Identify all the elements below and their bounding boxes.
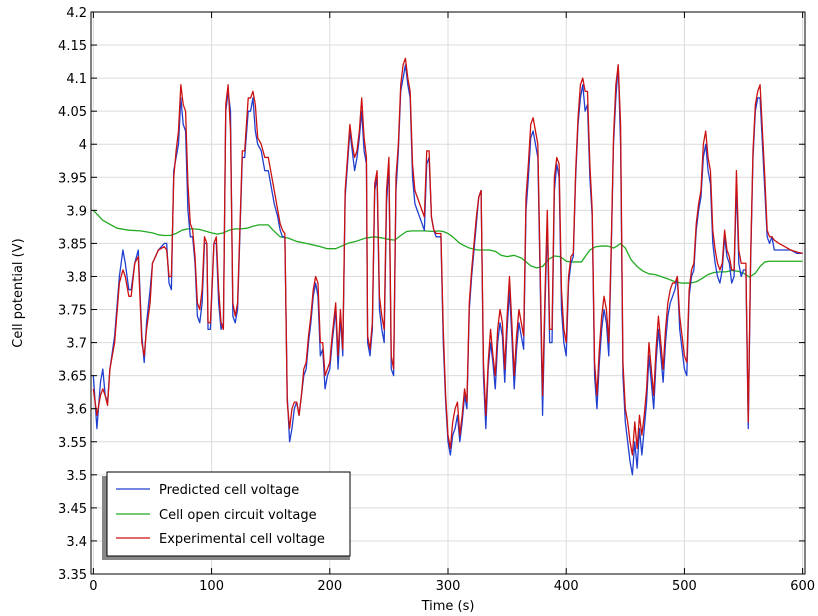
legend-label-ocv: Cell open circuit voltage xyxy=(159,508,317,523)
legend-label-experimental: Experimental cell voltage xyxy=(159,532,325,547)
y-tick-label: 4.2 xyxy=(66,6,87,21)
y-tick-label: 4.15 xyxy=(58,39,87,54)
y-tick-label: 3.95 xyxy=(58,171,87,186)
y-tick-label: 3.35 xyxy=(58,568,87,583)
y-tick-label: 3.45 xyxy=(58,502,87,517)
x-tick-label: 500 xyxy=(672,579,697,594)
y-tick-label: 3.8 xyxy=(66,270,87,285)
y-tick-label: 4.05 xyxy=(58,105,87,120)
y-tick-label: 3.75 xyxy=(58,304,87,319)
legend: Predicted cell voltage Cell open circuit… xyxy=(102,472,350,560)
x-tick-label: 600 xyxy=(790,579,815,594)
y-tick-label: 3.85 xyxy=(58,237,87,252)
x-tick-label: 0 xyxy=(89,579,97,594)
x-axis-label: Time (s) xyxy=(421,599,475,614)
y-tick-label: 3.6 xyxy=(66,403,87,418)
x-tick-label: 200 xyxy=(317,579,342,594)
y-tick-label: 3.7 xyxy=(66,337,87,352)
x-tick-label: 300 xyxy=(436,579,461,594)
y-tick-label: 3.5 xyxy=(66,469,87,484)
x-tick-label: 400 xyxy=(554,579,579,594)
y-tick-label: 4.1 xyxy=(66,72,87,87)
legend-label-predicted: Predicted cell voltage xyxy=(159,483,299,498)
y-tick-label: 3.4 xyxy=(66,535,87,550)
y-tick-label: 3.55 xyxy=(58,436,87,451)
y-tick-label: 3.65 xyxy=(58,370,87,385)
y-axis-label: Cell potential (V) xyxy=(11,238,26,347)
y-tick-label: 3.9 xyxy=(66,204,87,219)
x-tick-label: 100 xyxy=(199,579,224,594)
y-tick-label: 4 xyxy=(79,138,87,153)
